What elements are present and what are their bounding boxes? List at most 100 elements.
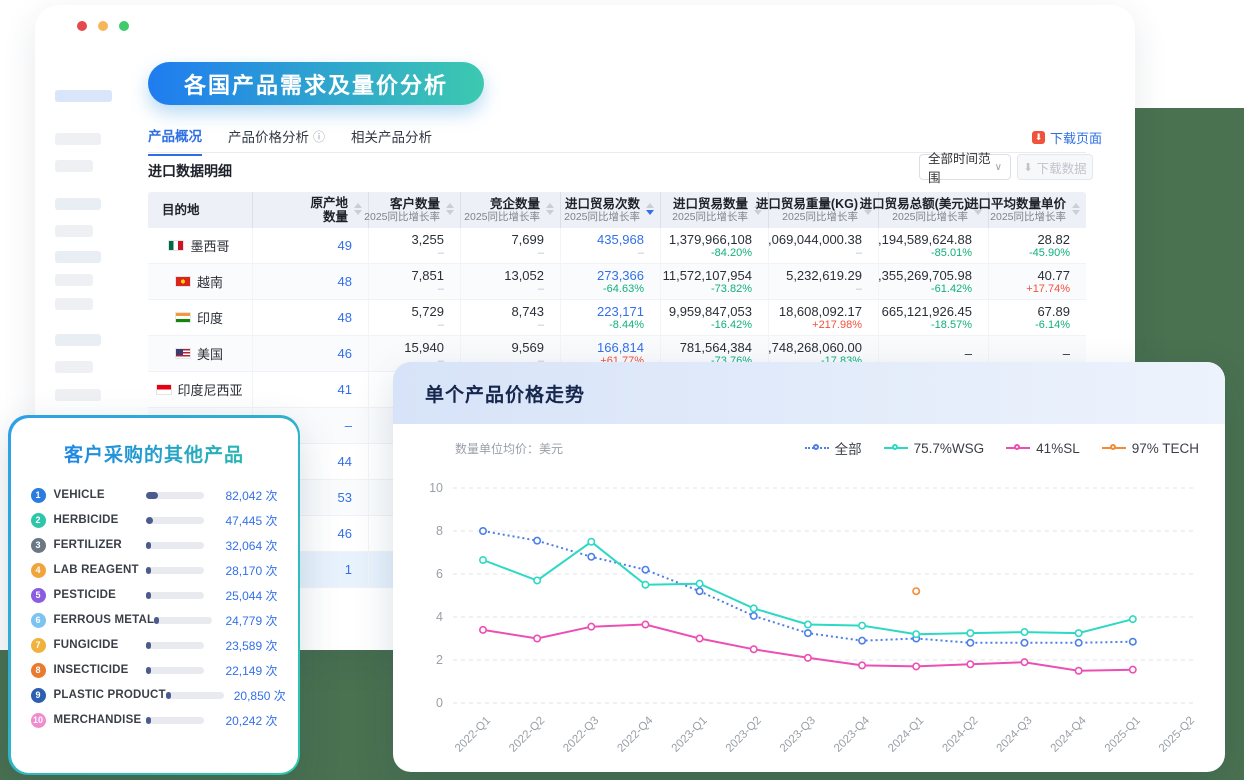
column-header-8[interactable]: 进口贸易总额(美元) 2025同比增长率 <box>860 192 988 228</box>
svg-text:2023-Q1: 2023-Q1 <box>670 715 710 755</box>
download-data-button[interactable]: ⬇ 下载数据 <box>1017 154 1093 180</box>
rank-badge: 10 <box>30 712 46 728</box>
window-controls[interactable] <box>77 21 129 31</box>
time-range-select[interactable]: 全部时间范围 ∨ <box>919 152 1011 185</box>
product-name: INSECTICIDE <box>53 664 129 676</box>
cell-growth: -6.14% <box>1035 318 1070 331</box>
svg-text:2022-Q1: 2022-Q1 <box>453 715 493 755</box>
origin-count-link[interactable]: 48 <box>337 274 352 289</box>
svg-text:2023-Q2: 2023-Q2 <box>724 715 764 755</box>
cell-value[interactable]: 223,171 <box>597 303 644 319</box>
rank-badge: 1 <box>30 487 46 503</box>
cell-value: 5,232,619.29 <box>786 267 862 283</box>
origin-count-link[interactable]: 46 <box>337 346 352 361</box>
origin-count-link[interactable]: 49 <box>337 238 352 253</box>
product-rank-item[interactable]: 5 PESTICIDE 25,044 次 <box>30 583 278 608</box>
origin-count-link[interactable]: 53 <box>337 490 352 505</box>
sort-carets[interactable] <box>446 203 454 215</box>
cell-value: 11,572,107,954 <box>662 267 752 283</box>
cell-growth: – <box>537 318 544 331</box>
other-products-list: 1 VEHICLE 82,042 次 2 HERBICIDE 47,445 次 3 FERTI… <box>30 483 286 733</box>
origin-count-link[interactable]: 41 <box>337 382 352 397</box>
product-rank-item[interactable]: 3 FERTILIZER 32,064 次 <box>30 533 278 558</box>
legend-item[interactable]: 全部 <box>804 438 862 458</box>
cell-growth: -73.82% <box>711 282 752 295</box>
product-rank-item[interactable]: 9 PLASTIC PRODUCT 20,850 次 <box>30 683 286 708</box>
sort-carets[interactable] <box>974 203 982 215</box>
traffic-dot[interactable] <box>119 21 129 31</box>
traffic-dot[interactable] <box>77 21 87 31</box>
column-header-4[interactable]: 竞企数量 2025同比增长率 <box>460 192 560 228</box>
origin-count-link[interactable]: – <box>344 418 352 433</box>
cell-value[interactable]: 166,814 <box>597 339 644 355</box>
sort-carets[interactable] <box>546 203 554 215</box>
unit-label: 数量单位均价：美元 <box>455 441 564 456</box>
tab-1[interactable]: 产品概况 <box>148 125 202 156</box>
skeleton-bar <box>55 361 93 373</box>
column-header-7[interactable]: 进口贸易重量(KG) 2025同比增长率 <box>756 192 878 228</box>
column-header-3[interactable]: 客户数量 2025同比增长率 <box>364 192 460 228</box>
origin-count-link[interactable]: 46 <box>337 526 352 541</box>
chart-legend: 全部 75.7%WSG 41%SL 97% TECH <box>804 438 1199 458</box>
legend-item[interactable]: 97% TECH <box>1101 441 1199 456</box>
country-name: 美国 <box>196 347 223 362</box>
page-title: 各国产品需求及量价分析 <box>184 72 449 98</box>
column-header-2[interactable]: 原产地 数量 <box>252 192 368 228</box>
download-page-button[interactable]: ⬇ 下载页面 <box>1032 128 1102 147</box>
product-rank-item[interactable]: 2 HERBICIDE 47,445 次 <box>30 508 278 533</box>
cell-value[interactable]: 273,366 <box>597 267 644 283</box>
origin-count-link[interactable]: 44 <box>337 454 352 469</box>
tab-2[interactable]: 产品价格分析 ⓘ <box>228 125 325 156</box>
product-rank-item[interactable]: 1 VEHICLE 82,042 次 <box>30 483 278 508</box>
sort-carets[interactable] <box>1072 203 1080 215</box>
price-trend-panel: 单个产品价格走势 数量单位均价：美元 全部 75.7%WSG 41%SL 97% TE… <box>393 362 1225 772</box>
table-row[interactable]: 印度 48 5,729–8,743–223,171 -8.44% 9,959,847,0… <box>148 300 1086 336</box>
mini-progress-bar <box>145 491 204 499</box>
product-count: 20,850 次 <box>233 688 286 703</box>
chevron-down-icon: ∨ <box>994 161 1002 173</box>
skeleton-bar <box>55 298 93 310</box>
table-row[interactable]: 墨西哥 49 3,255–7,699–435,968–1,379,966,108 -8… <box>148 228 1086 264</box>
svg-text:2024-Q2: 2024-Q2 <box>940 715 980 755</box>
cell-value: 665,121,926.45 <box>881 303 972 319</box>
table-row[interactable]: 越南 48 7,851–13,052–273,366 -64.63% 11,572,10… <box>148 264 1086 300</box>
cell-growth: -16.42% <box>711 318 752 331</box>
sort-carets[interactable] <box>354 203 362 215</box>
product-rank-item[interactable]: 8 INSECTICIDE 22,149 次 <box>30 658 278 683</box>
product-rank-item[interactable]: 10 MERCHANDISE 20,242 次 <box>30 708 278 733</box>
cell-growth: – <box>537 354 544 367</box>
legend-item[interactable]: 41%SL <box>1006 441 1080 456</box>
column-header-6[interactable]: 进口贸易数量 2025同比增长率 <box>660 192 768 228</box>
legend-label: 41%SL <box>1036 440 1080 456</box>
product-rank-item[interactable]: 7 FUNGICIDE 23,589 次 <box>30 633 278 658</box>
price-trend-chart: 0 2 4 6 8 10 2022-Q1 2022-Q2 2022-Q3 2022-Q4 2023-… <box>429 481 1197 755</box>
sort-carets[interactable] <box>754 203 762 215</box>
product-count: 22,149 次 <box>225 663 278 678</box>
cell-value: 1,748,268,060.00 <box>768 339 862 355</box>
cell-growth: +217.98% <box>812 318 862 331</box>
cell-growth: -18.57% <box>931 318 972 331</box>
tab-label: 相关产品分析 <box>351 130 433 145</box>
tab-3[interactable]: 相关产品分析 <box>351 125 432 156</box>
column-header-9[interactable]: 进口平均数量单价 2025同比增长率 <box>966 192 1086 228</box>
legend-marker-icon <box>1101 444 1126 452</box>
cell-value: 18,608,092.17 <box>778 303 862 319</box>
sort-carets[interactable] <box>864 203 872 215</box>
svg-text:2023-Q3: 2023-Q3 <box>778 715 818 755</box>
origin-count-link[interactable]: 48 <box>337 310 352 325</box>
traffic-dot[interactable] <box>98 21 108 31</box>
column-header-5[interactable]: 进口贸易次数 2025同比增长率 <box>560 192 660 228</box>
cell-growth: – <box>537 282 544 295</box>
svg-text:4: 4 <box>436 610 443 624</box>
origin-count-link[interactable]: 1 <box>344 562 352 577</box>
sort-carets[interactable] <box>646 203 654 215</box>
legend-label: 全部 <box>834 442 862 457</box>
product-rank-item[interactable]: 6 FERROUS METAL 24,779 次 <box>30 608 278 633</box>
product-rank-item[interactable]: 4 LAB REAGENT 28,170 次 <box>30 558 278 583</box>
legend-item[interactable]: 75.7%WSG <box>883 441 984 456</box>
cell-value[interactable]: 435,968 <box>597 231 644 247</box>
cell-value: 9,959,847,053 <box>668 303 752 319</box>
info-icon[interactable]: ⓘ <box>313 129 326 144</box>
cell-growth: – <box>637 246 644 259</box>
cell-value: 13,052 <box>504 267 544 283</box>
